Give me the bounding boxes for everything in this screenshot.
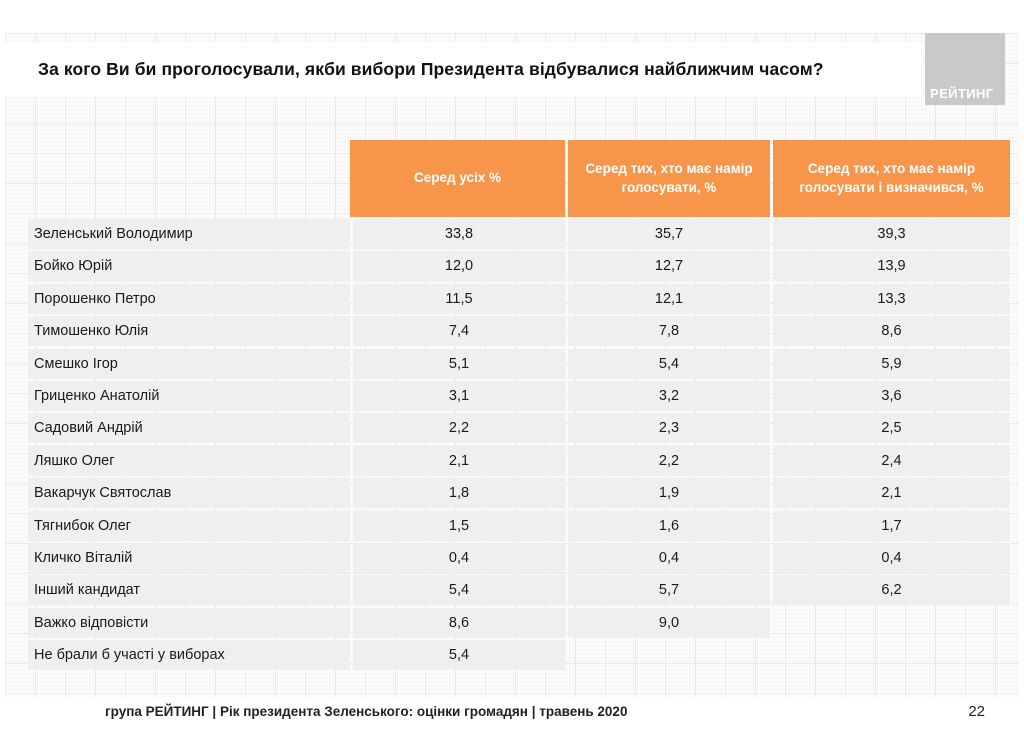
table-row: Не брали б участі у виборах 5,4 — [28, 640, 1010, 671]
page-number: 22 — [968, 703, 985, 720]
table-row: Гриценко Анатолій 3,1 3,2 3,6 — [28, 380, 1010, 411]
value-cell-intend-and-decided: 2,5 — [773, 413, 1010, 444]
logo-text: РЕЙТИНГ — [930, 86, 994, 101]
value-cell-among-all: 2,2 — [353, 413, 565, 444]
candidate-name-cell: Бойко Юрій — [28, 251, 350, 282]
value-cell-intend-and-decided: 5,9 — [773, 348, 1010, 379]
candidate-name-cell: Тягнибок Олег — [28, 510, 350, 541]
value-cell-intend-to-vote: 9,0 — [568, 607, 770, 638]
candidate-name-cell: Вакарчук Святослав — [28, 478, 350, 509]
value-cell-intend-to-vote: 0,4 — [568, 542, 770, 573]
value-cell-intend-to-vote: 35,7 — [568, 219, 770, 249]
candidate-name-cell: Гриценко Анатолій — [28, 380, 350, 411]
column-header-intend-and-decided: Серед тих, хто має намір голосувати і ви… — [773, 140, 1010, 217]
candidate-name-cell: Ляшко Олег — [28, 445, 350, 476]
value-cell-intend-and-decided: 3,6 — [773, 380, 1010, 411]
value-cell-intend-to-vote: 12,1 — [568, 283, 770, 314]
candidate-name-cell: Кличко Віталій — [28, 542, 350, 573]
candidate-name-cell: Садовий Андрій — [28, 413, 350, 444]
table-row: Смешко Ігор 5,1 5,4 5,9 — [28, 348, 1010, 379]
value-cell-intend-to-vote: 12,7 — [568, 251, 770, 282]
value-cell-intend-and-decided: 13,3 — [773, 283, 1010, 314]
value-cell-intend-and-decided: 39,3 — [773, 219, 1010, 249]
value-cell-among-all: 5,1 — [353, 348, 565, 379]
value-cell-among-all: 5,4 — [353, 640, 565, 671]
value-cell-intend-and-decided: 2,1 — [773, 478, 1010, 509]
value-cell-intend-to-vote: 7,8 — [568, 316, 770, 347]
value-cell-among-all: 7,4 — [353, 316, 565, 347]
column-header-among-all: Серед усіх % — [350, 140, 565, 217]
table-header: Серед усіх % Серед тих, хто має намір го… — [350, 140, 1010, 217]
value-cell-intend-to-vote: 1,9 — [568, 478, 770, 509]
title-band: За кого Ви би проголосували, якби вибори… — [5, 42, 923, 97]
value-cell-among-all: 8,6 — [353, 607, 565, 638]
rating-group-logo: РЕЙТИНГ — [925, 33, 1005, 105]
table-row: Ляшко Олег 2,1 2,2 2,4 — [28, 445, 1010, 476]
candidate-name-cell: Смешко Ігор — [28, 348, 350, 379]
value-cell-among-all: 1,5 — [353, 510, 565, 541]
value-cell-intend-to-vote: 2,2 — [568, 445, 770, 476]
table-row: Важко відповісти 8,6 9,0 — [28, 607, 1010, 638]
value-cell-among-all: 2,1 — [353, 445, 565, 476]
value-cell-intend-and-decided: 1,7 — [773, 510, 1010, 541]
value-cell-among-all: 11,5 — [353, 283, 565, 314]
value-cell-among-all: 12,0 — [353, 251, 565, 282]
value-cell-intend-and-decided: 13,9 — [773, 251, 1010, 282]
column-header-intend-to-vote: Серед тих, хто має намір голосувати, % — [568, 140, 770, 217]
value-cell-intend-and-decided: 2,4 — [773, 445, 1010, 476]
table-row: Зеленський Володимир 33,8 35,7 39,3 — [28, 219, 1010, 249]
table-row: Тягнибок Олег 1,5 1,6 1,7 — [28, 510, 1010, 541]
value-cell-intend-to-vote: 2,3 — [568, 413, 770, 444]
value-cell-intend-to-vote: 5,4 — [568, 348, 770, 379]
candidate-name-cell: Тимошенко Юлія — [28, 316, 350, 347]
footer: група РЕЙТИНГ | Рік президента Зеленсько… — [0, 697, 1024, 732]
value-cell-intend-to-vote: 5,7 — [568, 575, 770, 606]
value-cell-intend-to-vote — [568, 640, 770, 670]
table-row: Бойко Юрій 12,0 12,7 13,9 — [28, 251, 1010, 282]
table-body: Зеленський Володимир 33,8 35,7 39,3 Бойк… — [28, 219, 1010, 671]
value-cell-among-all: 33,8 — [353, 219, 565, 249]
table-row: Тимошенко Юлія 7,4 7,8 8,6 — [28, 316, 1010, 347]
value-cell-intend-and-decided: 0,4 — [773, 542, 1010, 573]
value-cell-among-all: 3,1 — [353, 380, 565, 411]
value-cell-intend-and-decided: 8,6 — [773, 316, 1010, 347]
value-cell-intend-to-vote: 1,6 — [568, 510, 770, 541]
value-cell-intend-and-decided — [773, 640, 1010, 670]
candidate-name-cell: Не брали б участі у виборах — [28, 640, 350, 671]
footer-source-text: група РЕЙТИНГ | Рік президента Зеленсько… — [105, 704, 628, 719]
slide-title: За кого Ви би проголосували, якби вибори… — [38, 59, 824, 79]
table-row: Порошенко Петро 11,5 12,1 13,3 — [28, 283, 1010, 314]
table-row: Кличко Віталій 0,4 0,4 0,4 — [28, 542, 1010, 573]
table-row: Інший кандидат 5,4 5,7 6,2 — [28, 575, 1010, 606]
candidate-name-cell: Інший кандидат — [28, 575, 350, 606]
value-cell-among-all: 0,4 — [353, 542, 565, 573]
value-cell-among-all: 5,4 — [353, 575, 565, 606]
table-row: Садовий Андрій 2,2 2,3 2,5 — [28, 413, 1010, 444]
candidate-name-cell: Зеленський Володимир — [28, 219, 350, 249]
candidate-name-cell: Важко відповісти — [28, 607, 350, 638]
value-cell-intend-and-decided — [773, 608, 1010, 638]
table-row: Вакарчук Святослав 1,8 1,9 2,1 — [28, 478, 1010, 509]
value-cell-among-all: 1,8 — [353, 478, 565, 509]
value-cell-intend-to-vote: 3,2 — [568, 380, 770, 411]
value-cell-intend-and-decided: 6,2 — [773, 575, 1010, 606]
candidate-name-cell: Порошенко Петро — [28, 283, 350, 314]
